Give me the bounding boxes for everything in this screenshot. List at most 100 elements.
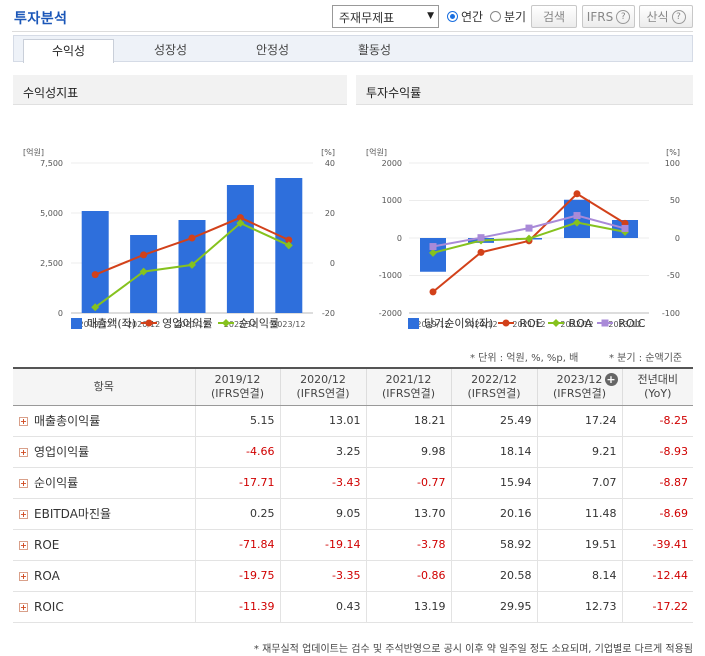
- table-cell-yoy: -12.44: [622, 560, 693, 592]
- table-cell: 8.14: [537, 560, 623, 592]
- row-label-text: ROE: [34, 537, 60, 552]
- series-point: [429, 288, 437, 296]
- legend-label: ROA: [568, 316, 593, 330]
- table-row: + ROA -19.75 -3.35 -0.86 20.58 8.14 -12.44: [13, 560, 693, 592]
- expand-icon[interactable]: +: [19, 417, 28, 426]
- series-point: [91, 271, 99, 279]
- tab-stability[interactable]: 안정성: [255, 43, 290, 57]
- row-label[interactable]: + ROE: [13, 529, 196, 561]
- expand-icon[interactable]: +: [19, 602, 28, 612]
- table-cell: 29.95: [451, 591, 538, 623]
- table-cell: 12.73: [537, 591, 623, 623]
- statement-type-select[interactable]: 주재무제표 ▼: [332, 5, 439, 28]
- table-cell: -3.43: [280, 467, 367, 499]
- table-cell-yoy: -39.41: [622, 529, 693, 561]
- table-cell: 20.16: [451, 498, 538, 530]
- row-label[interactable]: + ROA: [13, 560, 196, 592]
- row-label[interactable]: + 영업이익률: [13, 436, 196, 468]
- col-header-year: 2023/12 (IFRS연결) +: [536, 369, 623, 406]
- formula-button[interactable]: 산식 ?: [639, 5, 693, 28]
- add-column-icon[interactable]: +: [604, 373, 618, 386]
- x-tick-label: 2019/12: [79, 320, 112, 329]
- table-cell: 17.24: [537, 405, 623, 437]
- legend-label: ROIC: [618, 316, 646, 330]
- row-label-text: ROIC: [34, 599, 64, 614]
- tab-activity[interactable]: 활동성: [357, 43, 392, 57]
- expand-icon[interactable]: +: [19, 448, 28, 457]
- left-tick: 2,500: [40, 259, 63, 268]
- row-label[interactable]: + EBITDA마진율: [13, 498, 196, 530]
- radio-checked-icon: [447, 11, 458, 22]
- investment-return-chart-title: 투자수익률: [356, 75, 693, 105]
- expand-icon[interactable]: +: [19, 540, 28, 550]
- col-yoy-title: 전년대비: [637, 372, 678, 386]
- table-header-row: 항목 2019/12 (IFRS연결) 2020/12 (IFRS연결) 2021/…: [13, 369, 693, 406]
- table-row: + ROE -71.84 -19.14 -3.78 58.92 19.51 -39.41: [13, 529, 693, 561]
- table-cell: -3.35: [280, 560, 367, 592]
- table-cell: 9.21: [537, 436, 623, 468]
- tab-profitability[interactable]: 수익성: [23, 39, 114, 63]
- table-cell: -11.39: [195, 591, 281, 623]
- left-axis-unit: [억원]: [366, 147, 387, 157]
- table-cell: -17.71: [195, 467, 281, 499]
- table-cell: 20.58: [451, 560, 538, 592]
- x-tick-label: 2020/12: [127, 320, 160, 329]
- x-tick-label: 2023/12: [272, 320, 305, 329]
- table-cell-yoy: -8.93: [622, 436, 693, 468]
- table-cell: -0.86: [366, 560, 452, 592]
- row-label[interactable]: + 순이익률: [13, 467, 196, 499]
- profitability-chart-panel: 수익성지표 [억원] [%] 7,500 5,000 2,500 0 40 20…: [13, 75, 347, 335]
- series-point: [573, 218, 581, 227]
- table-cell: 19.51: [537, 529, 623, 561]
- left-tick: 0: [58, 309, 63, 318]
- title-divider: [12, 31, 693, 32]
- col-header-year: 2020/12 (IFRS연결): [279, 369, 367, 406]
- col-sub: (IFRS연결): [381, 386, 436, 400]
- right-tick: -20: [322, 309, 335, 318]
- legend-label: 순이익률: [238, 317, 280, 330]
- series-point: [573, 212, 581, 220]
- table-cell: 7.07: [537, 467, 623, 499]
- search-button[interactable]: 검색: [531, 5, 577, 28]
- expand-icon[interactable]: +: [19, 510, 28, 519]
- footer-note: * 재무실적 업데이트는 검수 및 주석반영으로 공시 이후 약 일주일 정도 …: [253, 644, 693, 655]
- question-icon: ?: [616, 9, 631, 24]
- x-tick-label: 2021/12: [175, 320, 208, 329]
- legend-line-swatch: [597, 319, 614, 327]
- expand-icon[interactable]: +: [19, 479, 28, 488]
- table-cell: -71.84: [195, 529, 281, 561]
- legend-bar-swatch: [408, 317, 419, 329]
- right-axis-unit: [%]: [321, 148, 335, 157]
- series-point: [140, 251, 148, 259]
- table-cell: 9.98: [366, 436, 452, 468]
- legend-line-swatch: [547, 319, 564, 327]
- right-tick: 20: [325, 209, 335, 218]
- table-cell: -0.77: [366, 467, 452, 499]
- col-year: 2021/12: [385, 372, 432, 386]
- series-point: [139, 267, 148, 276]
- legend-label: 영업이익률: [162, 317, 213, 330]
- bar: [81, 211, 109, 313]
- col-header-item: 항목: [13, 369, 196, 406]
- series-point: [188, 234, 196, 242]
- ratio-table-wrap: 항목 2019/12 (IFRS연결) 2020/12 (IFRS연결) 2021/…: [13, 367, 693, 623]
- row-label[interactable]: + 매출총이익률: [13, 405, 196, 437]
- left-tick: 7,500: [40, 159, 63, 168]
- right-axis-unit: [%]: [666, 148, 680, 157]
- table-row: + 매출총이익률 5.15 13.01 18.21 25.49 17.24 -8.25: [13, 405, 693, 437]
- x-tick-label: 2022/12: [224, 320, 257, 329]
- radio-annual[interactable]: 연간: [447, 8, 483, 25]
- tab-growth[interactable]: 성장성: [153, 43, 188, 57]
- row-label[interactable]: + ROIC: [13, 591, 196, 623]
- row-label-text: 순이익률: [34, 476, 79, 490]
- table-row: + EBITDA마진율 0.25 9.05 13.70 20.16 11.48 -8.69: [13, 498, 693, 530]
- ifrs-button[interactable]: IFRS ?: [582, 5, 635, 28]
- expand-icon[interactable]: +: [19, 571, 28, 581]
- radio-quarter[interactable]: 분기: [490, 8, 526, 25]
- table-cell: 13.19: [366, 591, 452, 623]
- right-tick: 0: [330, 259, 335, 268]
- col-sub: (IFRS연결): [296, 386, 350, 400]
- bar: [226, 185, 254, 313]
- table-cell: 25.49: [451, 405, 538, 437]
- legend-line-swatch: [141, 319, 158, 327]
